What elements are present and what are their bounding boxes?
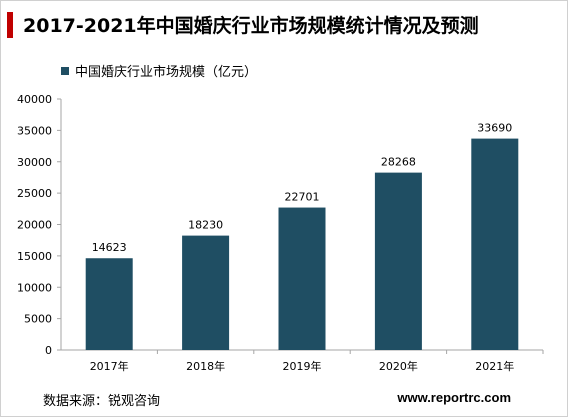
y-tick-label: 10000	[17, 281, 52, 294]
chart-title: 2017-2021年中国婚庆行业市场规模统计情况及预测	[23, 15, 479, 37]
website-link: www.reportrc.com	[397, 390, 511, 405]
legend-label: 中国婚庆行业市场规模（亿元）	[75, 65, 258, 80]
y-tick-label: 40000	[17, 93, 52, 106]
bar	[374, 172, 422, 350]
data-label: 28268	[381, 156, 416, 169]
data-label: 14623	[92, 241, 127, 254]
data-label: 33690	[477, 122, 512, 135]
data-label: 18230	[188, 219, 223, 232]
legend-swatch	[61, 66, 69, 75]
title-accent-bar	[7, 12, 13, 38]
bar	[278, 207, 326, 350]
source-note: 数据来源：锐观咨询	[43, 394, 161, 409]
bar	[471, 138, 519, 350]
y-tick-label: 15000	[17, 250, 52, 263]
x-tick-label: 2021年	[475, 359, 514, 373]
data-label: 22701	[285, 191, 320, 204]
legend: 中国婚庆行业市场规模（亿元）	[61, 61, 257, 80]
y-tick-label: 20000	[17, 219, 52, 232]
y-tick-label: 35000	[17, 124, 52, 137]
x-tick-label: 2017年	[90, 359, 129, 373]
bar	[182, 235, 230, 350]
x-tick-label: 2019年	[283, 359, 322, 373]
y-tick-label: 0	[45, 344, 52, 357]
x-tick-label: 2020年	[379, 359, 418, 373]
x-tick-label: 2018年	[186, 359, 225, 373]
y-tick-label: 25000	[17, 187, 52, 200]
y-tick-label: 30000	[17, 156, 52, 169]
y-tick-label: 5000	[24, 313, 52, 326]
bar	[85, 258, 133, 350]
